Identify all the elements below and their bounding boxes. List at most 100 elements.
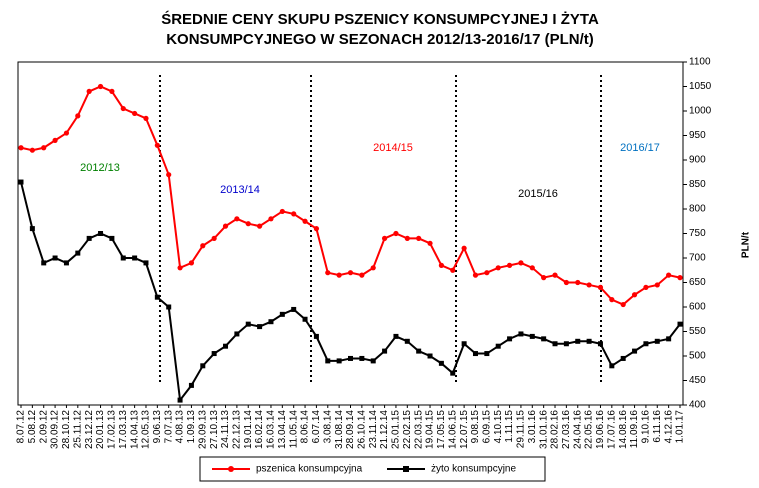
data-point xyxy=(52,255,58,261)
data-point xyxy=(120,255,126,261)
x-tick-label: 23.12.12 xyxy=(84,410,95,449)
x-tick-label: 28.09.14 xyxy=(345,410,356,449)
data-point xyxy=(427,240,433,246)
data-point xyxy=(518,331,524,337)
data-point xyxy=(109,235,115,241)
x-tick-label: 1.09.13 xyxy=(186,410,197,444)
data-point xyxy=(348,355,353,361)
x-tick-label: 17.02.13 xyxy=(107,410,118,449)
x-tick-label: 5.08.12 xyxy=(27,410,38,444)
data-point xyxy=(188,260,195,266)
y-tick-label: 550 xyxy=(689,326,706,337)
data-point xyxy=(529,333,535,339)
data-point xyxy=(302,218,308,224)
x-tick-label: 31.01.16 xyxy=(538,410,549,449)
x-tick-label: 22.02.15 xyxy=(402,410,413,449)
data-point xyxy=(211,235,217,241)
x-tick-label: 13.04.14 xyxy=(277,410,288,449)
data-point xyxy=(98,231,104,236)
data-point xyxy=(257,223,263,229)
data-point xyxy=(609,363,615,369)
data-point xyxy=(75,250,81,256)
x-tick-label: 19.01.14 xyxy=(243,410,254,449)
data-point xyxy=(120,105,126,112)
season-dividers xyxy=(159,75,602,382)
data-point xyxy=(223,343,229,349)
data-point xyxy=(109,88,115,94)
legend-marker xyxy=(403,466,409,472)
season-label: 2012/13 xyxy=(80,162,120,174)
data-point xyxy=(177,265,183,271)
data-point xyxy=(575,338,581,344)
data-point xyxy=(234,216,240,222)
x-tick-label: 27.03.16 xyxy=(561,410,572,449)
x-tick-label: 12.05.13 xyxy=(141,410,152,449)
x-tick-label: 1.11.15 xyxy=(504,410,515,443)
legend-label: żyto konsumpcyjne xyxy=(431,464,516,475)
data-point xyxy=(677,321,683,327)
x-tick-label: 21.12.14 xyxy=(379,410,390,449)
y-tick-label: 650 xyxy=(689,277,706,288)
data-point xyxy=(29,147,35,153)
y-tick-label: 400 xyxy=(689,400,706,411)
data-point xyxy=(450,267,456,273)
x-tick-label: 25.01.15 xyxy=(391,410,402,449)
x-tick-label: 31.08.14 xyxy=(334,410,345,449)
x-tick-label: 27.10.13 xyxy=(209,410,220,449)
data-point xyxy=(268,319,274,325)
x-tick-label: 28.02.16 xyxy=(550,410,561,449)
chart-title: ŚREDNIE CENY SKUPU PSZENICY KONSUMPCYJNE… xyxy=(161,10,599,48)
data-point xyxy=(279,311,285,317)
data-point xyxy=(541,336,547,342)
y-tick-label: 1000 xyxy=(689,106,712,117)
data-point xyxy=(359,355,365,361)
data-point xyxy=(18,145,24,151)
data-point xyxy=(177,397,183,403)
x-tick-label: 4.10.15 xyxy=(493,410,504,444)
data-point xyxy=(154,142,160,148)
x-tick-label: 29.11.15 xyxy=(516,410,527,449)
data-point xyxy=(597,284,604,290)
data-point xyxy=(632,348,638,354)
x-tick-label: 23.11.14 xyxy=(368,410,379,449)
y-tick-label: 950 xyxy=(689,130,706,141)
x-tick-label: 16.03.14 xyxy=(266,410,277,449)
data-point xyxy=(631,292,638,298)
data-point xyxy=(393,333,399,339)
data-point xyxy=(291,211,297,217)
x-tick-label: 17.05.15 xyxy=(436,410,447,449)
data-point xyxy=(143,260,149,266)
x-tick-label: 30.09.12 xyxy=(50,410,61,449)
data-point xyxy=(393,230,399,237)
data-point xyxy=(222,223,229,229)
data-point xyxy=(268,216,274,222)
data-point xyxy=(541,275,547,281)
data-point xyxy=(518,260,524,266)
data-point xyxy=(29,226,35,232)
data-point xyxy=(313,333,319,339)
data-point xyxy=(63,130,70,136)
data-point xyxy=(52,137,58,143)
data-point xyxy=(438,262,444,268)
data-point xyxy=(643,284,649,290)
x-tick-label: 17.03.13 xyxy=(118,410,129,449)
data-point xyxy=(381,235,388,241)
x-tick-label: 24.11.13 xyxy=(220,410,231,449)
data-point xyxy=(18,179,24,185)
x-tick-label: 19.04.15 xyxy=(425,410,436,449)
data-point xyxy=(257,324,263,330)
x-tick-label: 11.09.16 xyxy=(629,410,640,449)
legend-box xyxy=(199,456,546,482)
data-point xyxy=(609,297,615,303)
x-tick-label: 8.07.12 xyxy=(16,410,27,444)
x-tick-label: 22.12.13 xyxy=(232,410,243,449)
data-point xyxy=(245,221,251,227)
data-point xyxy=(495,265,501,271)
data-point xyxy=(597,341,603,347)
season-label: 2016/17 xyxy=(620,142,660,154)
x-tick-label: 26.10.14 xyxy=(357,410,368,449)
x-tick-label: 6.11.16 xyxy=(652,410,663,443)
data-point xyxy=(370,358,376,364)
data-point xyxy=(325,358,331,364)
data-point xyxy=(313,226,320,232)
